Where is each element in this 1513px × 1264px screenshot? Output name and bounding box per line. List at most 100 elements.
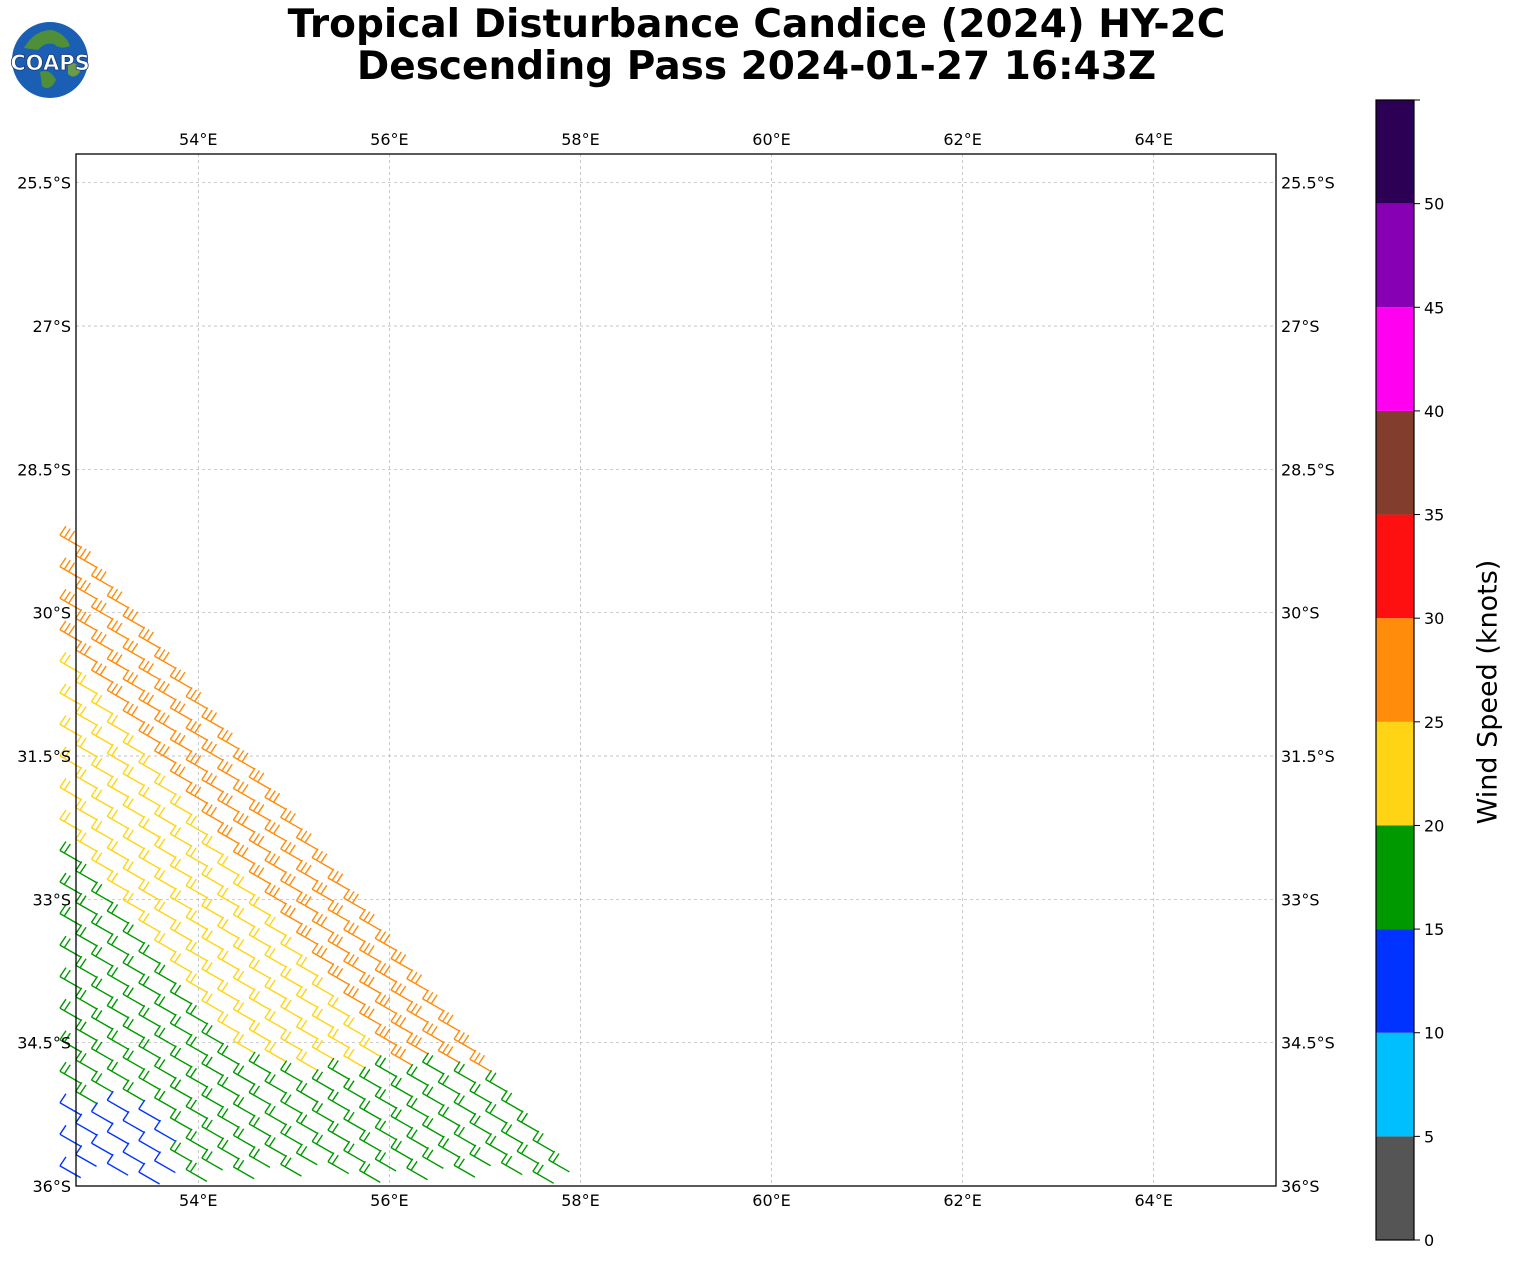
- barb-feather: [110, 1030, 119, 1040]
- barb-feather: [442, 1138, 450, 1148]
- barb-shaft: [233, 787, 255, 801]
- barb-feather: [126, 766, 134, 777]
- wind-barb: [122, 1110, 145, 1133]
- lon-tick-label-bottom: 56°E: [370, 1191, 408, 1210]
- barb-feather: [126, 892, 134, 903]
- wind-barb: [374, 991, 397, 1014]
- barb-feather: [252, 833, 261, 843]
- barb-shaft: [138, 698, 160, 712]
- barb-feather: [477, 1054, 486, 1065]
- barb-feather: [217, 1042, 225, 1053]
- wind-barb: [453, 1061, 476, 1084]
- barb-shaft: [217, 1019, 239, 1034]
- barb-feather: [457, 1063, 465, 1074]
- barb-feather: [63, 528, 71, 539]
- barb-feather: [79, 958, 87, 969]
- barb-shaft: [233, 1071, 255, 1085]
- barb-shaft: [169, 801, 192, 815]
- wind-barb: [185, 813, 208, 836]
- barb-feather: [383, 933, 391, 944]
- barb-shaft: [311, 951, 334, 965]
- wind-barb: [138, 658, 160, 681]
- barb-shaft: [122, 646, 145, 660]
- wind-barb: [185, 844, 208, 867]
- barb-feather: [90, 629, 99, 639]
- barb-feather: [485, 1070, 493, 1080]
- wind-barb: [59, 1030, 82, 1053]
- barb-feather: [426, 1149, 434, 1160]
- barb-shaft: [75, 649, 97, 663]
- barb-shaft: [169, 707, 192, 721]
- barb-shaft: [233, 913, 255, 928]
- barb-feather: [174, 1110, 182, 1121]
- barb-feather: [95, 1073, 103, 1083]
- barb-shaft: [280, 1005, 302, 1020]
- wind-barb: [217, 758, 239, 781]
- barb-feather: [264, 850, 272, 861]
- barb-feather: [162, 714, 170, 725]
- barb-feather: [63, 812, 71, 822]
- barb-feather: [106, 743, 114, 754]
- barb-feather: [442, 1075, 450, 1085]
- barb-feather: [138, 626, 146, 637]
- wind-barb: [153, 1119, 176, 1142]
- barb-feather: [295, 859, 303, 870]
- wind-barb: [59, 809, 82, 832]
- barb-feather: [232, 873, 240, 884]
- wind-barb: [406, 969, 428, 992]
- barb-feather: [363, 1100, 371, 1111]
- lat-tick-label-left: 34.5°S: [17, 1034, 71, 1053]
- barb-feather: [79, 1021, 87, 1032]
- wind-barb: [406, 1032, 428, 1055]
- wind-barb: [169, 1076, 192, 1099]
- barb-feather: [248, 1019, 256, 1030]
- barb-shaft: [138, 982, 160, 996]
- barb-feather: [300, 1019, 308, 1030]
- wind-barb: [106, 586, 129, 609]
- barb-feather: [158, 712, 166, 723]
- wind-barb: [59, 1156, 82, 1179]
- barb-feather: [225, 826, 233, 837]
- colorbar-tick-label: 25: [1424, 713, 1444, 732]
- barb-feather: [221, 1076, 229, 1087]
- barb-shaft: [138, 856, 160, 870]
- barb-feather: [410, 1003, 418, 1014]
- barb-shaft: [374, 1063, 397, 1077]
- lon-tick-label-bottom: 54°E: [179, 1191, 217, 1210]
- barb-feather: [311, 942, 319, 953]
- barb-shaft: [91, 1110, 113, 1125]
- wind-barb: [358, 1097, 381, 1120]
- lat-tick-label-right: 25.5°S: [1281, 174, 1335, 193]
- barb-feather: [363, 974, 371, 985]
- barb-feather: [126, 987, 134, 998]
- wind-barb: [390, 980, 413, 1003]
- barb-feather: [169, 793, 177, 803]
- barb-feather: [201, 1117, 209, 1127]
- barb-shaft: [311, 1077, 334, 1091]
- wind-barb: [59, 683, 82, 706]
- barb-feather: [257, 772, 265, 783]
- barb-feather: [169, 1045, 177, 1056]
- barb-shaft: [91, 1047, 113, 1062]
- barb-shaft: [154, 907, 176, 921]
- barb-shaft: [169, 991, 192, 1005]
- wind-barb: [532, 1130, 555, 1153]
- barb-feather: [122, 669, 130, 680]
- barb-feather: [284, 936, 292, 947]
- lat-tick-label-right: 28.5°S: [1281, 460, 1335, 479]
- barb-shaft: [501, 1098, 523, 1113]
- barb-feather: [446, 1014, 454, 1025]
- barb-feather: [426, 1054, 434, 1065]
- barb-feather: [194, 755, 202, 765]
- barb-feather: [516, 1110, 524, 1121]
- barb-feather: [232, 779, 240, 789]
- barb-feather: [280, 965, 288, 976]
- barb-feather: [347, 1143, 355, 1154]
- barb-feather: [300, 1082, 308, 1093]
- barb-feather: [363, 1131, 371, 1142]
- barb-feather: [237, 1065, 245, 1076]
- barb-feather: [331, 870, 339, 881]
- barb-feather: [110, 967, 119, 977]
- barb-feather: [75, 766, 83, 777]
- wind-barb: [295, 828, 318, 851]
